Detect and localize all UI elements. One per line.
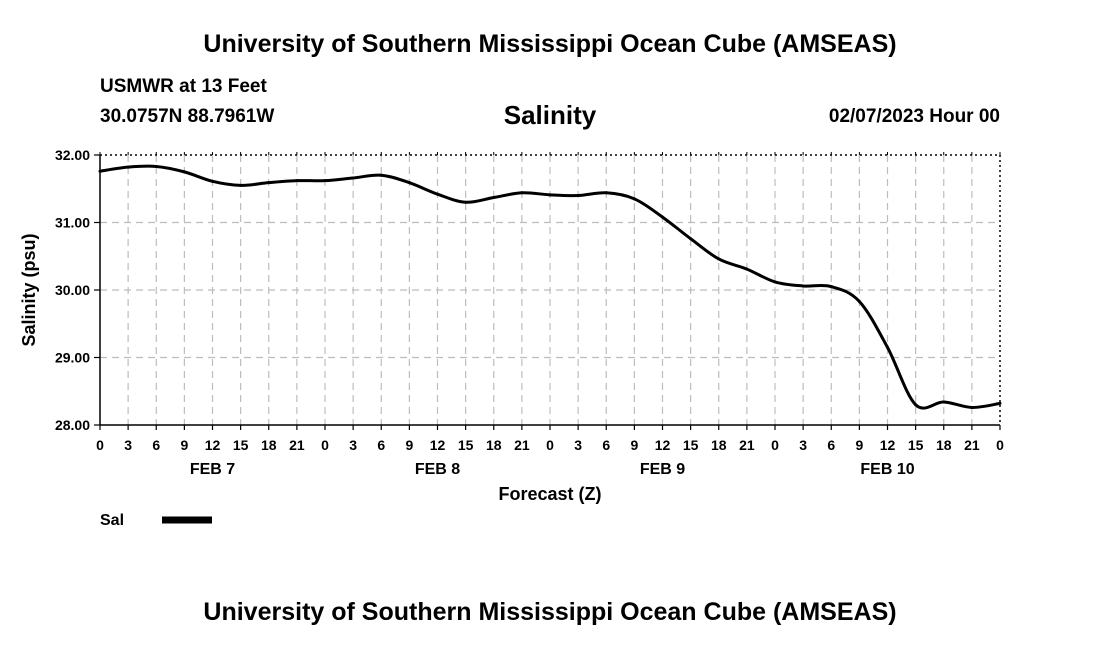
station-coordinates: 30.0757N 88.7961W <box>100 106 275 127</box>
x-tick-label: 12 <box>205 437 221 453</box>
data-point <box>182 170 186 174</box>
y-tick-label: 29.00 <box>55 350 90 366</box>
data-point <box>998 401 1002 405</box>
day-label: FEB 9 <box>640 461 685 478</box>
x-tick-label: 15 <box>458 437 474 453</box>
x-tick-label: 0 <box>771 437 779 453</box>
data-point <box>604 191 608 195</box>
y-tick-label: 32.00 <box>55 147 90 163</box>
data-point <box>492 196 496 200</box>
data-point <box>576 194 580 197</box>
chart-title-bottom: University of Southern Mississippi Ocean… <box>203 598 897 626</box>
x-tick-label: 9 <box>180 437 188 453</box>
x-tick-label: 3 <box>574 437 582 453</box>
x-tick-label: 21 <box>289 437 305 453</box>
x-tick-label: 15 <box>233 437 249 453</box>
x-tick-label: 3 <box>124 437 132 453</box>
variable-title: Salinity <box>503 100 597 130</box>
data-point <box>661 215 664 219</box>
data-point <box>689 237 693 241</box>
x-tick-label: 6 <box>377 437 385 453</box>
x-tick-label: 6 <box>827 437 835 453</box>
x-tick-label: 3 <box>799 437 807 453</box>
forecast-datetime: 02/07/2023 Hour 00 <box>828 106 1000 127</box>
data-point <box>548 193 552 197</box>
data-point <box>126 165 130 169</box>
x-tick-label: 9 <box>630 437 638 453</box>
data-point <box>520 191 524 195</box>
x-tick-label: 6 <box>602 437 610 453</box>
chart-title-top: University of Southern Mississippi Ocean… <box>203 30 897 58</box>
data-point <box>942 400 946 404</box>
data-point <box>857 299 861 303</box>
data-point <box>239 183 243 187</box>
x-tick-label: 9 <box>405 437 413 453</box>
x-tick-label: 12 <box>655 437 671 453</box>
day-label: FEB 10 <box>860 461 914 478</box>
x-tick-label: 0 <box>546 437 554 453</box>
data-point <box>436 192 439 196</box>
x-tick-label: 21 <box>514 437 530 453</box>
data-point <box>154 164 158 168</box>
data-point <box>886 345 889 349</box>
data-point <box>773 280 777 284</box>
y-axis-title: Salinity (psu) <box>19 233 39 346</box>
data-point <box>829 285 833 289</box>
x-tick-label: 0 <box>996 437 1004 453</box>
x-tick-label: 18 <box>486 437 502 453</box>
x-tick-label: 12 <box>880 437 896 453</box>
data-point <box>267 181 271 185</box>
x-axis-title: Forecast (Z) <box>498 484 601 504</box>
data-point <box>632 197 636 201</box>
data-point <box>407 181 411 185</box>
data-point <box>914 403 918 407</box>
x-tick-label: 15 <box>908 437 924 453</box>
data-point <box>295 179 299 183</box>
data-point <box>970 405 974 409</box>
y-tick-label: 30.00 <box>55 282 90 298</box>
data-point <box>98 169 102 173</box>
day-label: FEB 8 <box>415 461 460 478</box>
data-point <box>464 200 468 204</box>
data-point <box>351 176 355 180</box>
x-tick-label: 18 <box>261 437 277 453</box>
y-tick-label: 28.00 <box>55 417 90 433</box>
x-tick-label: 0 <box>321 437 329 453</box>
day-label: FEB 7 <box>190 461 235 478</box>
x-tick-label: 12 <box>430 437 446 453</box>
data-point <box>801 284 805 288</box>
x-tick-label: 21 <box>964 437 980 453</box>
x-tick-label: 18 <box>711 437 727 453</box>
x-tick-label: 0 <box>96 437 104 453</box>
data-point <box>323 179 327 183</box>
x-tick-label: 6 <box>152 437 160 453</box>
data-point <box>211 179 214 183</box>
x-tick-label: 15 <box>683 437 699 453</box>
station-name: USMWR at 13 Feet <box>100 76 267 97</box>
x-tick-label: 21 <box>739 437 755 453</box>
x-tick-label: 3 <box>349 437 357 453</box>
x-tick-label: 9 <box>855 437 863 453</box>
legend-label: Sal <box>100 512 124 529</box>
data-point <box>717 257 721 261</box>
x-tick-label: 18 <box>936 437 952 453</box>
data-point <box>745 267 749 271</box>
y-tick-label: 31.00 <box>55 215 90 231</box>
data-point <box>379 173 383 177</box>
